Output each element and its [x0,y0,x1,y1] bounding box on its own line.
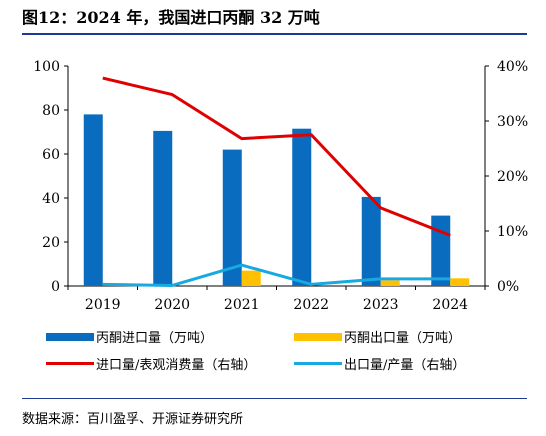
export-bar [450,278,470,286]
y-left-tick-label: 100 [33,59,60,75]
legend-item-export-bar: 丙酮出口量（万吨） [294,327,461,346]
legend-swatch-import-bar [46,332,94,341]
y-left-tick-label: 0 [51,279,60,295]
legend-label-export-bar: 丙酮出口量（万吨） [344,331,462,346]
y-right-tick-label: 30% [497,114,528,130]
y-right-tick-label: 10% [497,224,528,240]
x-tick-label: 2021 [224,297,260,313]
import-bar [83,114,103,287]
legend-label-import-bar: 丙酮进口量（万吨） [96,331,214,346]
source-note: 数据来源：百川盈孚、开源证券研究所 [22,412,244,427]
import-bar [292,128,312,286]
chart: 0 20 40 60 80 100 0% 10% 20% 30% 40% 2019 2020 2021 20… [33,59,528,313]
y-left-tick-label: 80 [42,103,60,119]
import-bar [361,196,381,286]
x-tick-label: 2020 [154,297,190,313]
import-bar [153,130,173,286]
legend-label-export-ratio: 出口量/产量（右轴） [344,358,466,373]
export-ratio-line [102,263,451,287]
y-right-tick-label: 0% [497,279,519,295]
x-tick-label: 2022 [293,297,329,313]
x-tick-label: 2023 [363,297,399,313]
legend-item-import-bar: 丙酮进口量（万吨） [46,327,213,346]
export-bar [380,280,400,286]
source-rule [22,398,527,399]
chart-title: 图12：2024 年，我国进口丙酮 32 万吨 [22,8,320,27]
legend-item-import-ratio: 进口量/表观消费量（右轴） [46,354,256,373]
title-rule [22,33,527,35]
legend-label-import-ratio: 进口量/表观消费量（右轴） [96,358,257,373]
y-left-tick-label: 60 [42,147,60,163]
y-left-tick-label: 20 [42,235,60,251]
y-left-tick-label: 40 [42,191,60,207]
x-tick-label: 2024 [432,297,468,313]
export-bar [241,270,261,286]
import-ratio-line [102,76,451,237]
import-bar [222,149,242,286]
legend-swatch-export-ratio [294,362,342,365]
legend-item-export-ratio: 出口量/产量（右轴） [294,354,465,373]
y-right-tick-label: 20% [497,169,528,185]
import-bar [431,215,451,286]
x-tick-label: 2019 [85,297,121,313]
y-right-tick-label: 40% [497,59,528,75]
legend-swatch-import-ratio [46,362,94,365]
legend-swatch-export-bar [294,332,342,341]
